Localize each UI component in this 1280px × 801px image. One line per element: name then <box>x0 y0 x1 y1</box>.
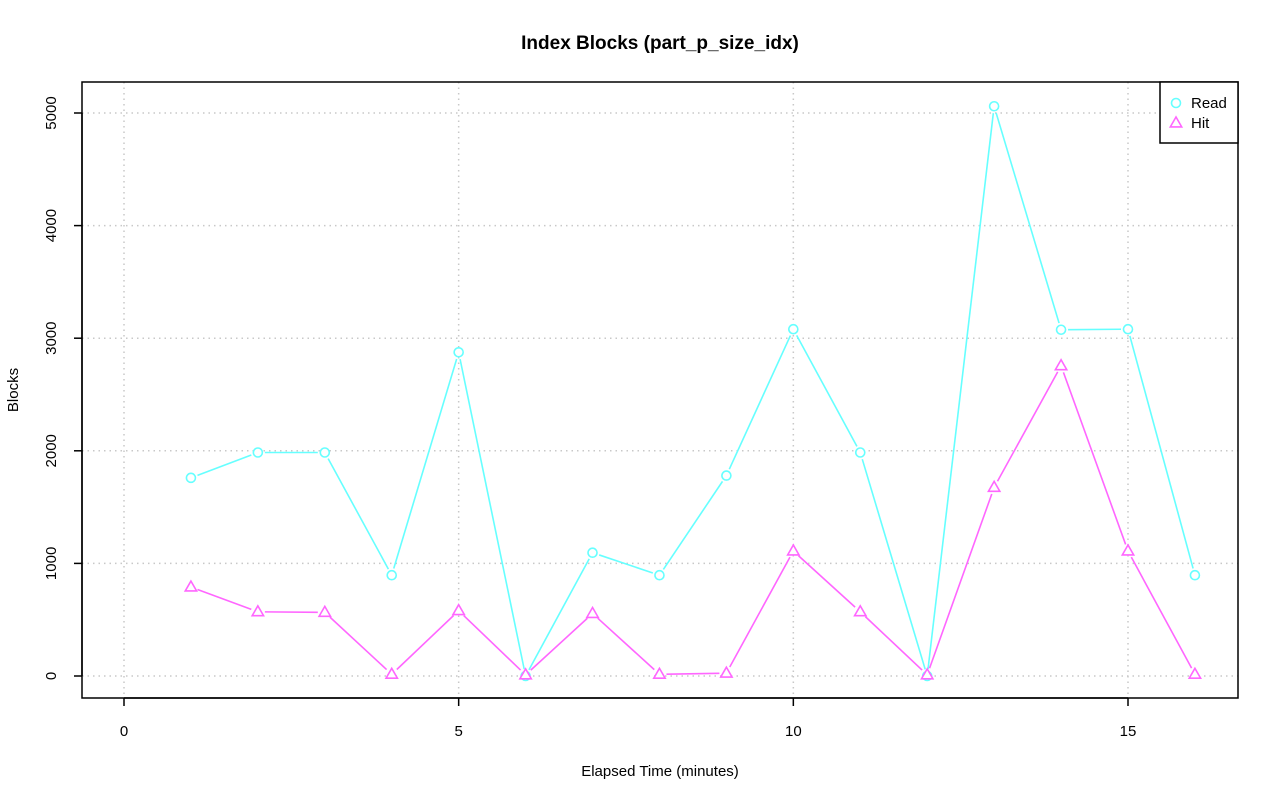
series-read-point <box>788 323 799 335</box>
series-read-point <box>1189 569 1201 581</box>
series-read-segment <box>927 113 995 670</box>
y-axis-label: Blocks <box>5 368 22 412</box>
plot-frame <box>81 81 1239 699</box>
series-hit-point <box>183 579 199 592</box>
series-read-point <box>654 569 665 581</box>
legend: Read Hit <box>1159 81 1239 144</box>
series-hit-point <box>987 479 1002 493</box>
series-hit-point <box>250 604 265 617</box>
series-hit-segment <box>928 493 993 669</box>
x-tick-label: 5 <box>454 723 462 740</box>
plot-series <box>183 100 1203 682</box>
legend-item-hit: Hit <box>1168 115 1210 132</box>
y-tick-label: 4000 <box>43 209 60 242</box>
series-hit-segment <box>729 556 791 668</box>
series-hit-segment <box>797 555 856 608</box>
series-hit-point <box>920 667 935 680</box>
series-read-segment <box>327 458 390 570</box>
legend-box <box>1159 81 1239 144</box>
series-hit-point <box>585 605 600 619</box>
series-hit-segment <box>597 617 655 671</box>
series-read-segment <box>728 335 792 470</box>
series-hit <box>183 358 1203 680</box>
series-read-point <box>185 472 197 484</box>
series-read-segment <box>861 458 926 670</box>
series-hit-segment <box>197 588 252 611</box>
series-hit-segment <box>666 672 720 675</box>
series-hit-point <box>518 667 533 680</box>
series-hit-point <box>1120 543 1136 556</box>
x-axis-label: Elapsed Time (minutes) <box>581 763 739 780</box>
series-read-segment <box>528 558 590 671</box>
legend-item-read: Read <box>1170 95 1227 112</box>
y-axis: 0 1000 2000 3000 4000 5000 <box>43 96 83 680</box>
series-hit-segment <box>530 617 588 671</box>
series-read-segment <box>392 358 458 569</box>
grid <box>82 82 1238 698</box>
series-read-point <box>854 447 866 458</box>
series-hit-segment <box>1130 556 1193 669</box>
series-hit-segment <box>329 616 388 671</box>
x-tick-label: 15 <box>1120 723 1137 740</box>
series-hit-segment <box>996 371 1059 482</box>
series-read-segment <box>459 358 525 670</box>
series-read-point <box>988 100 1000 112</box>
legend-label-read: Read <box>1191 95 1227 112</box>
x-tick-label: 10 <box>785 723 802 740</box>
series-read-segment <box>1129 335 1194 569</box>
x-axis: 0 5 10 15 <box>120 697 1137 740</box>
series-read-point <box>453 346 464 358</box>
series-hit-point <box>1053 358 1069 371</box>
series-hit-segment <box>463 614 522 671</box>
series-hit-point <box>786 543 801 556</box>
y-tick-label: 1000 <box>43 547 60 580</box>
y-tick-label: 2000 <box>43 434 60 467</box>
series-read-segment <box>197 454 252 477</box>
series-hit-point <box>451 603 466 616</box>
series-read-point <box>319 447 331 458</box>
series-read-segment <box>995 112 1060 324</box>
series-read-point <box>386 569 398 581</box>
x-tick-label: 0 <box>120 723 128 740</box>
series-read-point <box>721 470 732 481</box>
series-hit-point <box>719 665 734 678</box>
series-read-point <box>1122 323 1134 335</box>
series-read-point <box>252 447 264 458</box>
series-read-segment <box>795 334 858 447</box>
series-read-segment <box>662 480 724 570</box>
series-hit-point <box>317 604 332 618</box>
series-hit-segment <box>864 616 923 671</box>
series-hit-point <box>853 604 868 617</box>
legend-marker-read <box>1170 97 1182 109</box>
series-read-point <box>587 547 598 559</box>
y-tick-label: 3000 <box>43 322 60 355</box>
legend-marker-hit <box>1168 115 1184 128</box>
series-hit-point <box>1187 666 1203 680</box>
series-hit-segment <box>1062 372 1127 545</box>
y-tick-label: 0 <box>43 672 60 680</box>
chart-title: Index Blocks (part_p_size_idx) <box>521 33 799 54</box>
series-hit-point <box>652 666 667 680</box>
series-hit-segment <box>396 614 455 671</box>
series-read-segment <box>598 554 654 574</box>
series-hit-point <box>384 666 399 680</box>
series-read-point <box>1055 324 1067 336</box>
y-tick-label: 5000 <box>43 96 60 129</box>
legend-label-hit: Hit <box>1191 115 1210 132</box>
